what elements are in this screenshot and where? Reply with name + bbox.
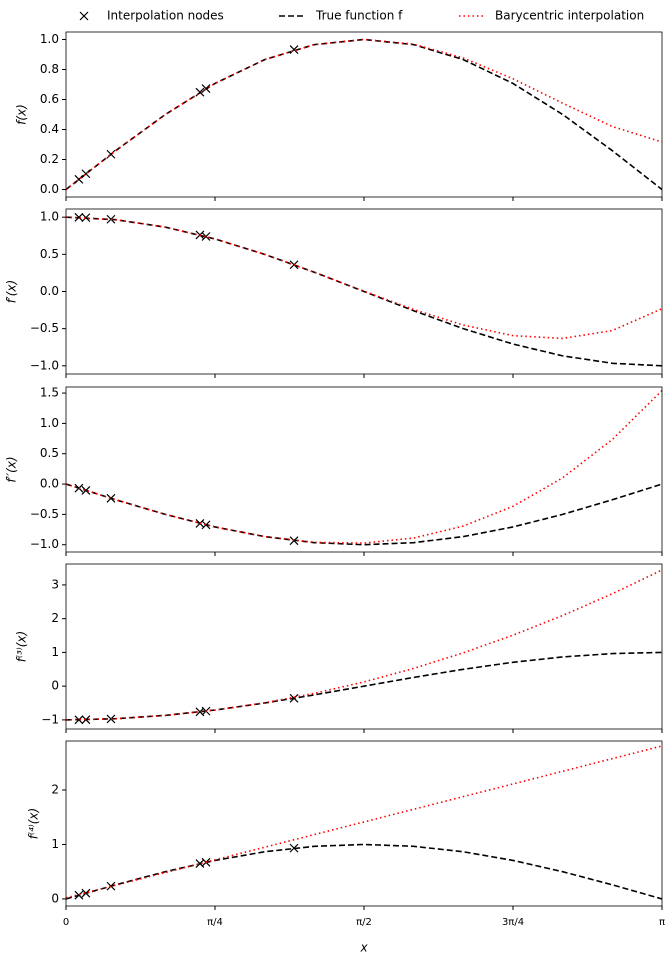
y-tick-label: 0.5: [40, 247, 59, 261]
y-tick-label: 0: [51, 891, 59, 905]
axes-frame: [65, 31, 663, 198]
curve: [66, 38, 662, 191]
curve: [66, 216, 662, 367]
y-axis-label: f′′(x): [5, 456, 19, 482]
y-tick-label: 2: [51, 783, 59, 797]
node-marker: [289, 843, 299, 853]
x-tick-label: π: [659, 917, 665, 928]
y-tick-label: −1: [41, 712, 59, 726]
y-axis-label: f(x): [15, 104, 29, 125]
node-marker: [106, 714, 116, 724]
y-tick-label: 1.5: [40, 386, 59, 400]
legend-label: Interpolation nodes: [107, 9, 224, 23]
curve: [66, 389, 662, 544]
y-tick-label: 0.0: [40, 284, 59, 298]
curve: [66, 843, 662, 900]
curve: [66, 569, 662, 721]
legend-label: Barycentric interpolation: [495, 9, 644, 23]
axes-frame: [65, 208, 663, 375]
y-tick-label: 1.0: [40, 210, 59, 224]
legend-label: True function f: [315, 9, 403, 23]
y-tick-label: 0: [51, 679, 59, 693]
y-tick-label: −1.0: [30, 537, 59, 551]
y-tick-label: 1: [51, 837, 59, 851]
y-axis-label: f⁽³⁾(x): [15, 631, 29, 662]
axes-frame: [65, 740, 663, 907]
curve: [66, 216, 662, 340]
y-tick-label: 1: [51, 645, 59, 659]
curve: [66, 483, 662, 546]
y-axis-label: f⁽⁴⁾(x): [27, 808, 41, 839]
node-marker: [201, 232, 211, 241]
y-tick-label: 0.6: [40, 92, 59, 106]
y-tick-label: 0.8: [40, 62, 59, 76]
y-tick-label: 0.0: [40, 182, 59, 196]
x-axis-label: x: [359, 941, 368, 955]
y-tick-label: −0.5: [30, 507, 59, 521]
legend-marker: [79, 11, 89, 21]
x-tick-label: π/4: [207, 917, 223, 928]
y-tick-label: 0.0: [40, 477, 59, 491]
y-tick-label: −1.0: [30, 358, 59, 372]
axes-frame: [65, 386, 663, 553]
x-tick-label: 3π/4: [502, 917, 524, 928]
curve: [66, 38, 662, 191]
y-tick-label: 0.4: [40, 122, 59, 136]
y-tick-label: 2: [51, 611, 59, 625]
x-tick-label: 0: [63, 917, 69, 928]
axes-frame: [65, 563, 663, 730]
curve: [66, 651, 662, 721]
y-tick-label: 3: [51, 577, 59, 591]
y-tick-label: 1.0: [40, 416, 59, 430]
y-tick-label: 0.2: [40, 152, 59, 166]
y-axis-label: f′(x): [5, 280, 19, 303]
y-tick-label: 0.5: [40, 446, 59, 460]
y-tick-label: 1.0: [40, 32, 59, 46]
y-tick-label: −0.5: [30, 321, 59, 335]
x-tick-label: π/2: [356, 917, 372, 928]
